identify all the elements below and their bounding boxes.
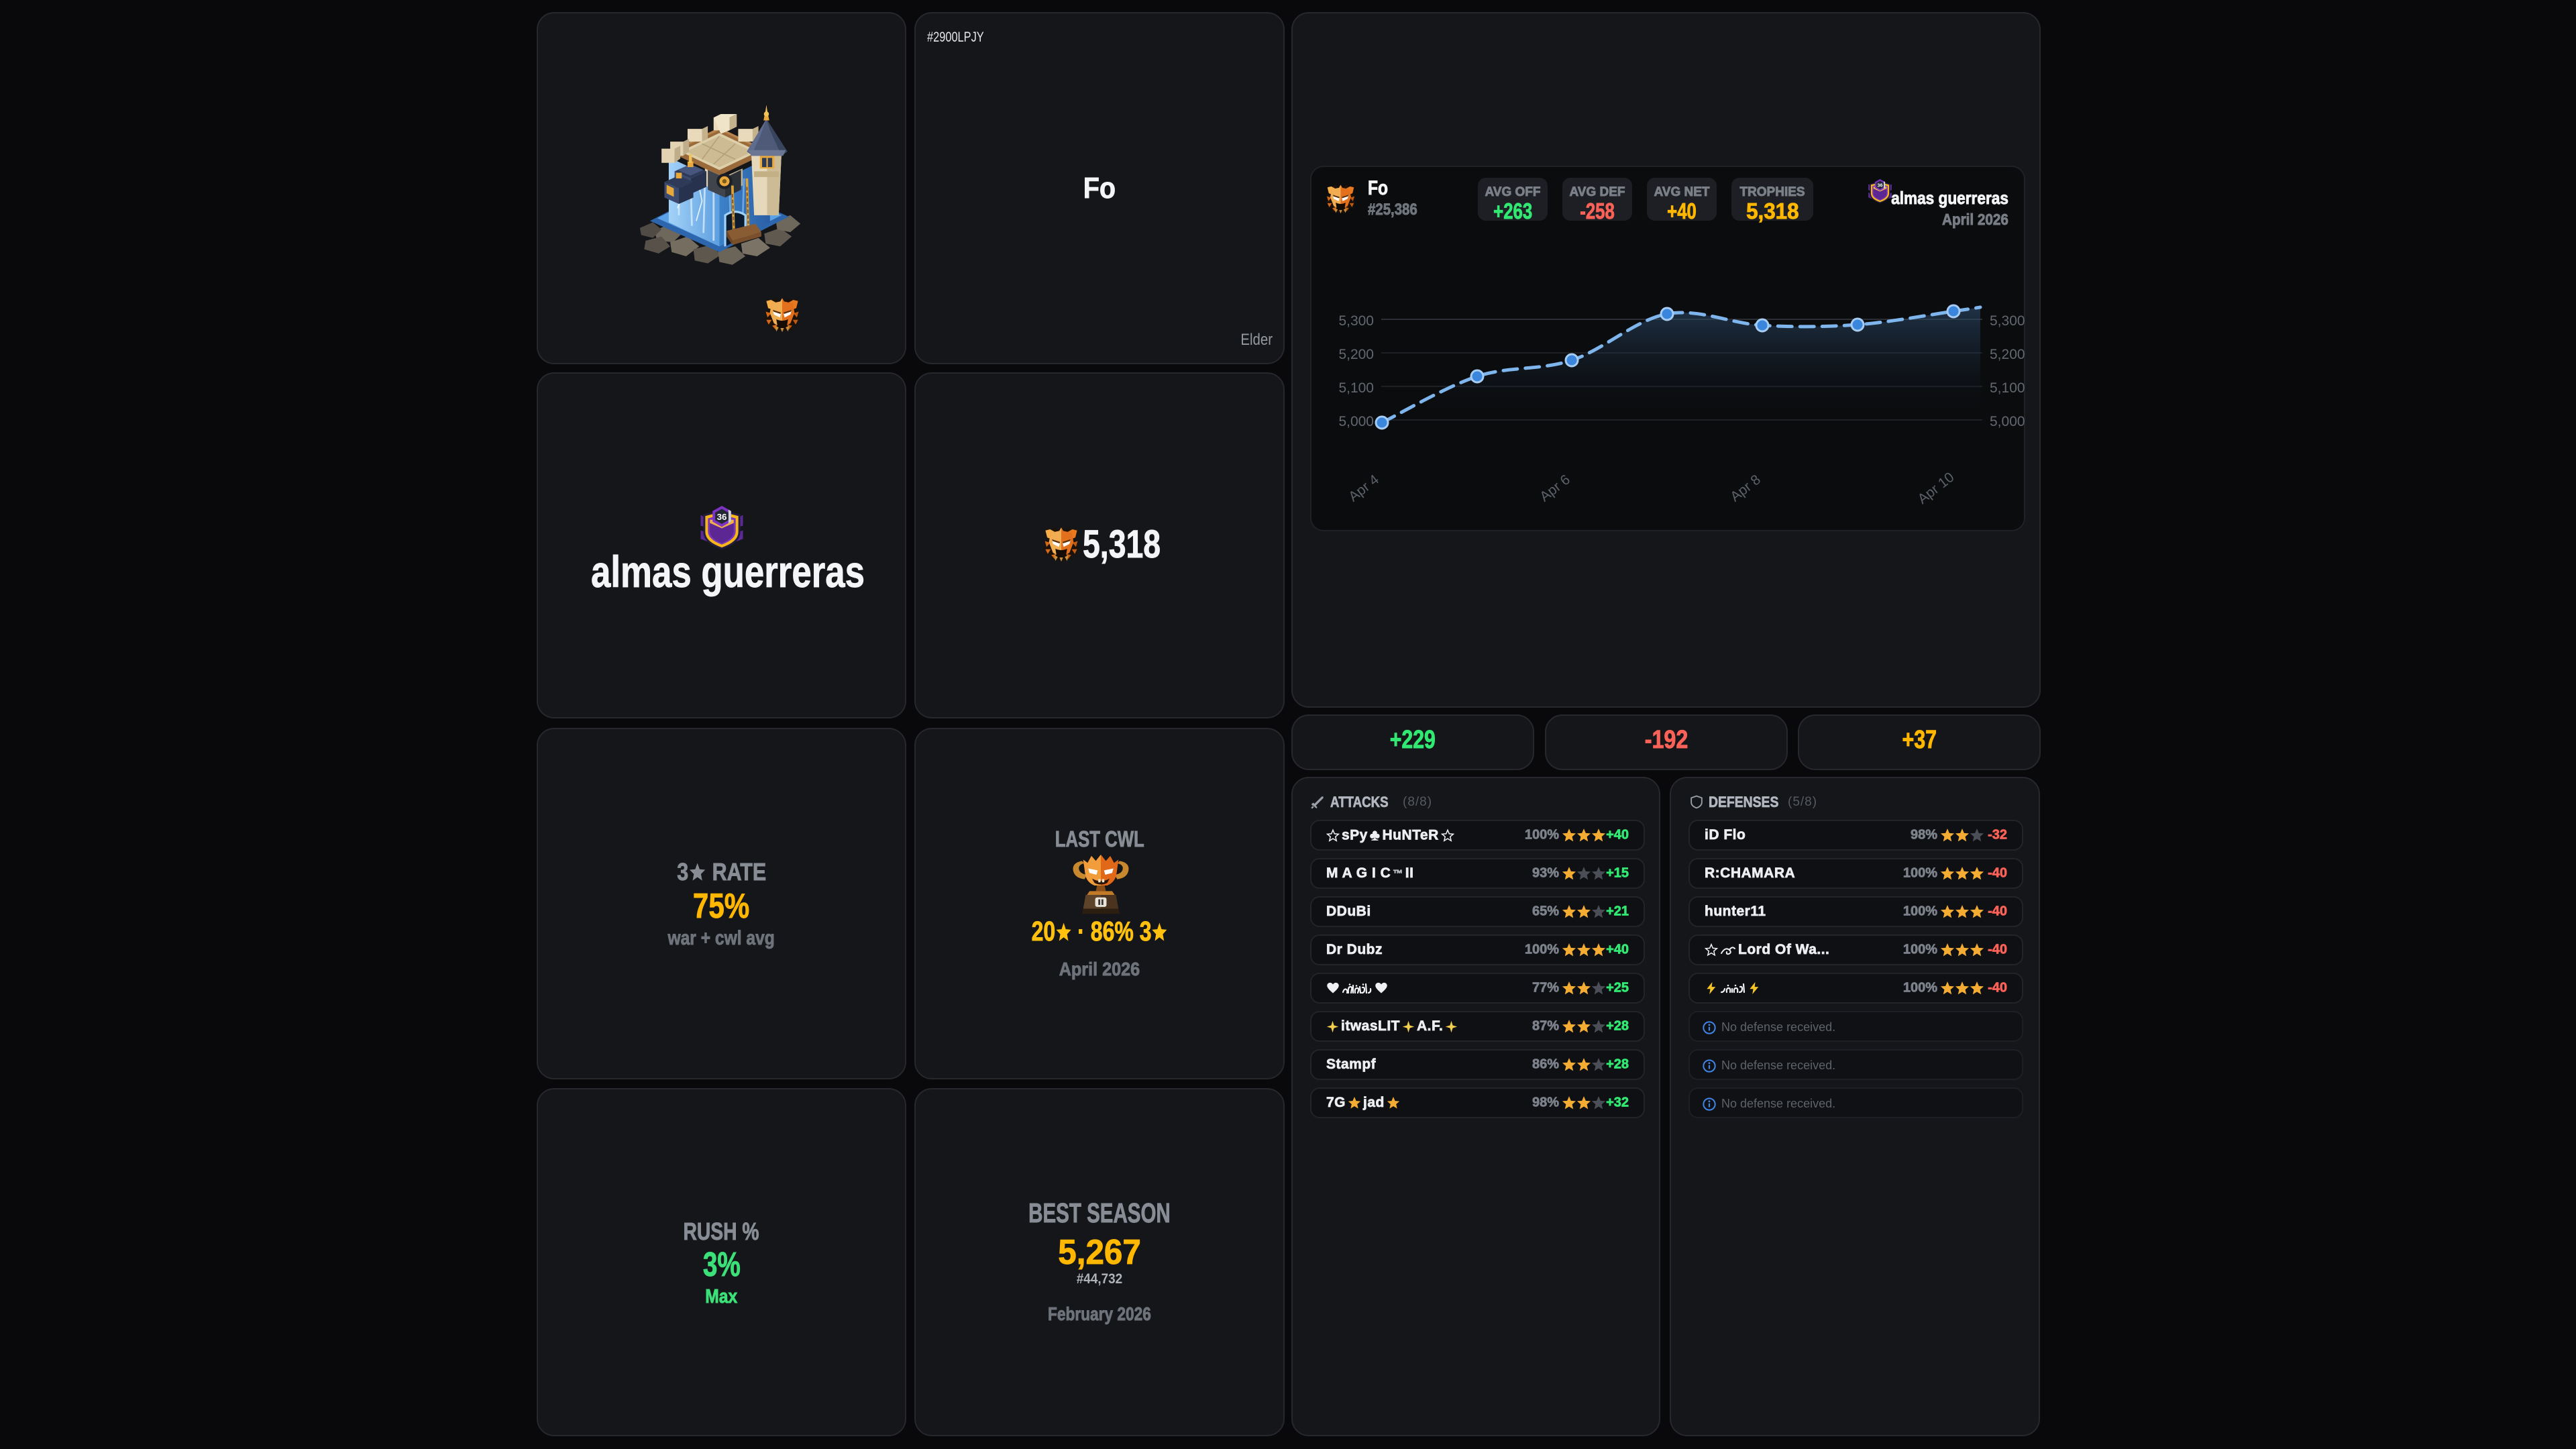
svg-text:Apr 4: Apr 4	[1346, 472, 1382, 504]
svg-text:5,000: 5,000	[1338, 414, 1374, 429]
svg-text:5,200: 5,200	[1338, 347, 1374, 362]
svg-text:5,100: 5,100	[1338, 380, 1374, 396]
svg-text:5,300: 5,300	[1338, 313, 1374, 329]
svg-text:Apr 10: Apr 10	[1915, 470, 1957, 507]
svg-text:Apr 6: Apr 6	[1537, 472, 1573, 504]
svg-text:5,200: 5,200	[1990, 347, 2025, 362]
svg-text:5,300: 5,300	[1990, 313, 2025, 329]
svg-text:5,000: 5,000	[1990, 414, 2025, 429]
svg-text:Apr 8: Apr 8	[1727, 472, 1764, 504]
svg-text:5,100: 5,100	[1990, 380, 2025, 396]
